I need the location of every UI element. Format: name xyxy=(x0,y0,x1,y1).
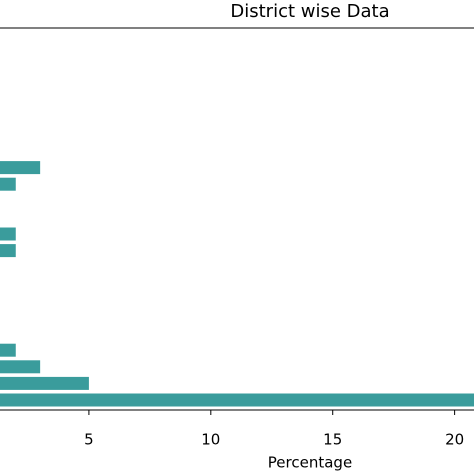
bar xyxy=(0,343,16,357)
bar xyxy=(0,393,474,407)
x-tick-label: 5 xyxy=(84,431,94,449)
x-tick-label: 20 xyxy=(445,431,464,449)
chart-title: District wise Data xyxy=(230,1,389,22)
x-tick-label: 15 xyxy=(323,431,342,449)
bar xyxy=(0,161,41,175)
x-axis-label: Percentage xyxy=(268,454,352,472)
x-tick-label: 10 xyxy=(201,431,220,449)
bar xyxy=(0,177,16,191)
bar xyxy=(0,360,41,374)
bar xyxy=(0,376,89,390)
bar xyxy=(0,244,16,258)
bar xyxy=(0,227,16,241)
